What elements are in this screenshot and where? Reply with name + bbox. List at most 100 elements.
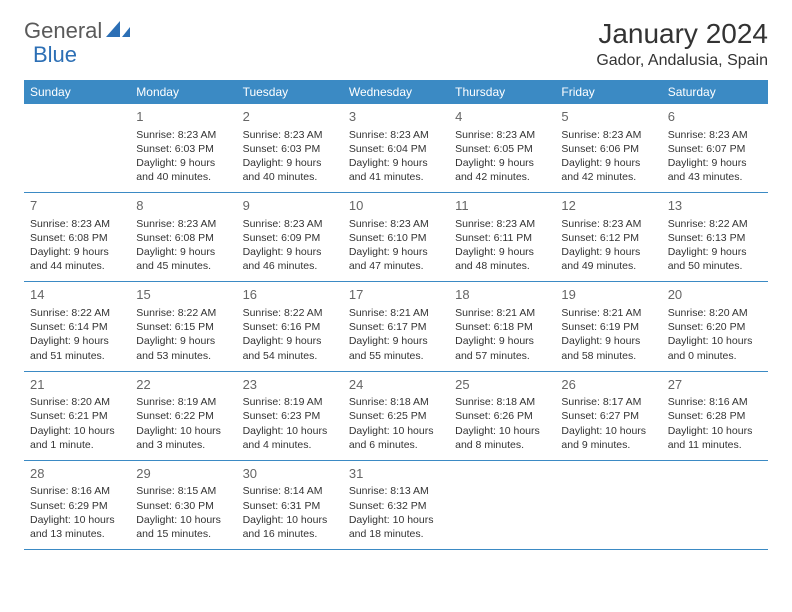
day-header-thursday: Thursday xyxy=(449,80,555,104)
daylight-line: Daylight: 9 hours and 53 minutes. xyxy=(136,334,230,362)
empty-cell xyxy=(449,460,555,549)
day-cell: 14Sunrise: 8:22 AMSunset: 6:14 PMDayligh… xyxy=(24,282,130,371)
sunrise-line: Sunrise: 8:22 AM xyxy=(136,306,230,320)
sunrise-line: Sunrise: 8:19 AM xyxy=(136,395,230,409)
day-cell: 13Sunrise: 8:22 AMSunset: 6:13 PMDayligh… xyxy=(662,193,768,282)
day-number: 12 xyxy=(561,197,655,215)
day-number: 30 xyxy=(243,465,337,483)
day-number: 3 xyxy=(349,108,443,126)
day-cell: 24Sunrise: 8:18 AMSunset: 6:25 PMDayligh… xyxy=(343,371,449,460)
sunset-line: Sunset: 6:15 PM xyxy=(136,320,230,334)
day-number: 6 xyxy=(668,108,762,126)
day-header-friday: Friday xyxy=(555,80,661,104)
sunrise-line: Sunrise: 8:23 AM xyxy=(136,217,230,231)
sunset-line: Sunset: 6:08 PM xyxy=(30,231,124,245)
daylight-line: Daylight: 10 hours and 3 minutes. xyxy=(136,424,230,452)
sunrise-line: Sunrise: 8:23 AM xyxy=(455,217,549,231)
daylight-line: Daylight: 10 hours and 6 minutes. xyxy=(349,424,443,452)
daylight-line: Daylight: 9 hours and 43 minutes. xyxy=(668,156,762,184)
day-cell: 17Sunrise: 8:21 AMSunset: 6:17 PMDayligh… xyxy=(343,282,449,371)
sunset-line: Sunset: 6:07 PM xyxy=(668,142,762,156)
sunrise-line: Sunrise: 8:21 AM xyxy=(349,306,443,320)
week-row: 28Sunrise: 8:16 AMSunset: 6:29 PMDayligh… xyxy=(24,460,768,549)
day-cell: 5Sunrise: 8:23 AMSunset: 6:06 PMDaylight… xyxy=(555,104,661,193)
day-cell: 9Sunrise: 8:23 AMSunset: 6:09 PMDaylight… xyxy=(237,193,343,282)
logo-text-general: General xyxy=(24,18,102,44)
day-number: 16 xyxy=(243,286,337,304)
sunset-line: Sunset: 6:30 PM xyxy=(136,499,230,513)
day-cell: 31Sunrise: 8:13 AMSunset: 6:32 PMDayligh… xyxy=(343,460,449,549)
day-cell: 8Sunrise: 8:23 AMSunset: 6:08 PMDaylight… xyxy=(130,193,236,282)
sunset-line: Sunset: 6:26 PM xyxy=(455,409,549,423)
sunset-line: Sunset: 6:05 PM xyxy=(455,142,549,156)
sunset-line: Sunset: 6:10 PM xyxy=(349,231,443,245)
daylight-line: Daylight: 9 hours and 40 minutes. xyxy=(243,156,337,184)
day-number: 28 xyxy=(30,465,124,483)
sunset-line: Sunset: 6:32 PM xyxy=(349,499,443,513)
daylight-line: Daylight: 10 hours and 4 minutes. xyxy=(243,424,337,452)
sunset-line: Sunset: 6:21 PM xyxy=(30,409,124,423)
sunset-line: Sunset: 6:13 PM xyxy=(668,231,762,245)
daylight-line: Daylight: 10 hours and 1 minute. xyxy=(30,424,124,452)
day-number: 29 xyxy=(136,465,230,483)
day-cell: 7Sunrise: 8:23 AMSunset: 6:08 PMDaylight… xyxy=(24,193,130,282)
daylight-line: Daylight: 10 hours and 11 minutes. xyxy=(668,424,762,452)
sunset-line: Sunset: 6:04 PM xyxy=(349,142,443,156)
day-cell: 22Sunrise: 8:19 AMSunset: 6:22 PMDayligh… xyxy=(130,371,236,460)
daylight-line: Daylight: 9 hours and 54 minutes. xyxy=(243,334,337,362)
sunset-line: Sunset: 6:12 PM xyxy=(561,231,655,245)
day-cell: 21Sunrise: 8:20 AMSunset: 6:21 PMDayligh… xyxy=(24,371,130,460)
day-cell: 19Sunrise: 8:21 AMSunset: 6:19 PMDayligh… xyxy=(555,282,661,371)
day-number: 20 xyxy=(668,286,762,304)
day-header-tuesday: Tuesday xyxy=(237,80,343,104)
day-number: 2 xyxy=(243,108,337,126)
day-number: 21 xyxy=(30,376,124,394)
sunrise-line: Sunrise: 8:17 AM xyxy=(561,395,655,409)
sunrise-line: Sunrise: 8:20 AM xyxy=(30,395,124,409)
day-cell: 26Sunrise: 8:17 AMSunset: 6:27 PMDayligh… xyxy=(555,371,661,460)
empty-cell xyxy=(662,460,768,549)
daylight-line: Daylight: 9 hours and 55 minutes. xyxy=(349,334,443,362)
day-header-monday: Monday xyxy=(130,80,236,104)
sunrise-line: Sunrise: 8:22 AM xyxy=(30,306,124,320)
daylight-line: Daylight: 9 hours and 58 minutes. xyxy=(561,334,655,362)
day-header-wednesday: Wednesday xyxy=(343,80,449,104)
day-cell: 18Sunrise: 8:21 AMSunset: 6:18 PMDayligh… xyxy=(449,282,555,371)
daylight-line: Daylight: 9 hours and 48 minutes. xyxy=(455,245,549,273)
sunset-line: Sunset: 6:27 PM xyxy=(561,409,655,423)
sunset-line: Sunset: 6:16 PM xyxy=(243,320,337,334)
day-number: 1 xyxy=(136,108,230,126)
day-number: 5 xyxy=(561,108,655,126)
sunrise-line: Sunrise: 8:14 AM xyxy=(243,484,337,498)
header: General January 2024 Gador, Andalusia, S… xyxy=(24,18,768,70)
location: Gador, Andalusia, Spain xyxy=(596,52,768,70)
sunset-line: Sunset: 6:06 PM xyxy=(561,142,655,156)
week-row: 7Sunrise: 8:23 AMSunset: 6:08 PMDaylight… xyxy=(24,193,768,282)
day-cell: 16Sunrise: 8:22 AMSunset: 6:16 PMDayligh… xyxy=(237,282,343,371)
daylight-line: Daylight: 10 hours and 8 minutes. xyxy=(455,424,549,452)
logo-sail-icon xyxy=(106,19,132,44)
sunrise-line: Sunrise: 8:23 AM xyxy=(136,128,230,142)
empty-cell xyxy=(24,104,130,193)
sunset-line: Sunset: 6:28 PM xyxy=(668,409,762,423)
daylight-line: Daylight: 9 hours and 47 minutes. xyxy=(349,245,443,273)
day-cell: 3Sunrise: 8:23 AMSunset: 6:04 PMDaylight… xyxy=(343,104,449,193)
day-header-row: SundayMondayTuesdayWednesdayThursdayFrid… xyxy=(24,80,768,104)
sunrise-line: Sunrise: 8:23 AM xyxy=(561,217,655,231)
calendar-body: 1Sunrise: 8:23 AMSunset: 6:03 PMDaylight… xyxy=(24,104,768,550)
sunrise-line: Sunrise: 8:13 AM xyxy=(349,484,443,498)
day-cell: 2Sunrise: 8:23 AMSunset: 6:03 PMDaylight… xyxy=(237,104,343,193)
sunrise-line: Sunrise: 8:23 AM xyxy=(668,128,762,142)
day-number: 15 xyxy=(136,286,230,304)
day-cell: 20Sunrise: 8:20 AMSunset: 6:20 PMDayligh… xyxy=(662,282,768,371)
daylight-line: Daylight: 9 hours and 51 minutes. xyxy=(30,334,124,362)
day-number: 31 xyxy=(349,465,443,483)
sunset-line: Sunset: 6:29 PM xyxy=(30,499,124,513)
sunset-line: Sunset: 6:19 PM xyxy=(561,320,655,334)
day-cell: 29Sunrise: 8:15 AMSunset: 6:30 PMDayligh… xyxy=(130,460,236,549)
sunrise-line: Sunrise: 8:16 AM xyxy=(668,395,762,409)
day-cell: 1Sunrise: 8:23 AMSunset: 6:03 PMDaylight… xyxy=(130,104,236,193)
day-number: 9 xyxy=(243,197,337,215)
sunrise-line: Sunrise: 8:23 AM xyxy=(349,217,443,231)
sunset-line: Sunset: 6:03 PM xyxy=(136,142,230,156)
